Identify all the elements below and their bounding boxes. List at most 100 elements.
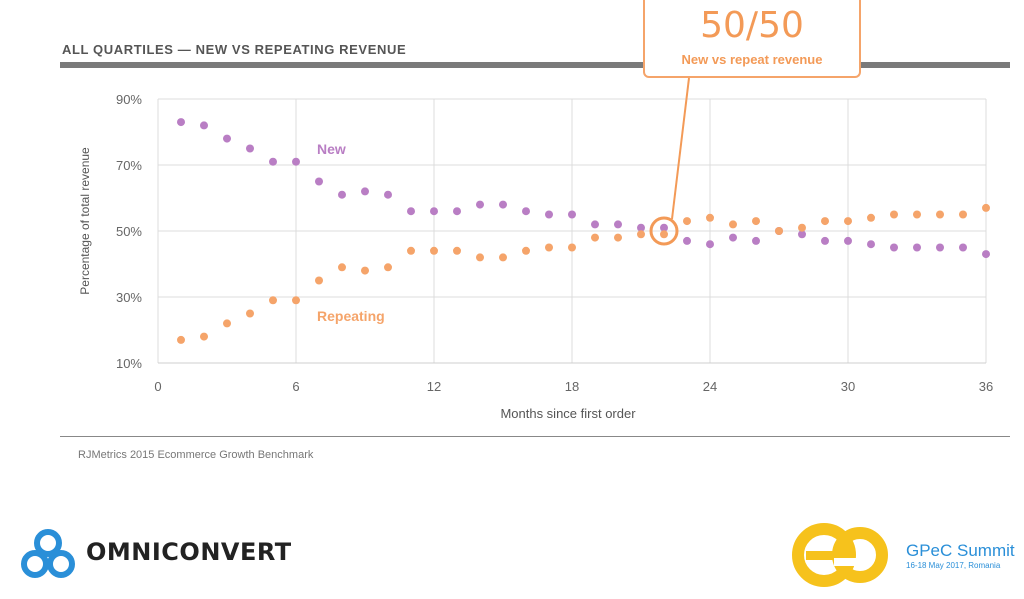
new-point: [338, 190, 346, 199]
repeating-point: [775, 227, 783, 235]
new-point: [568, 210, 576, 219]
repeating-point: [522, 246, 530, 255]
new-point: [729, 233, 737, 242]
repeating-point: [959, 210, 967, 219]
legend-repeating: Repeating: [317, 308, 385, 324]
omniconvert-logo-icon: [21, 529, 75, 578]
repeating-point: [982, 203, 990, 212]
new-point: [683, 236, 691, 245]
new-point: [246, 144, 254, 153]
repeating-point: [913, 210, 921, 219]
repeating-point: [890, 210, 898, 219]
repeating-point: [384, 263, 392, 272]
new-point: [936, 243, 944, 252]
repeating-point: [637, 230, 645, 239]
x-axis-title: Months since first order: [500, 406, 636, 421]
new-point: [545, 210, 553, 219]
new-point: [269, 157, 277, 166]
new-point: [223, 134, 231, 143]
repeating-point: [545, 243, 553, 252]
repeating-point: [821, 217, 829, 226]
repeating-point: [315, 276, 323, 285]
repeating-point: [269, 296, 277, 305]
new-point: [752, 236, 760, 245]
gpec-logo-icon: [792, 523, 888, 587]
new-point: [177, 118, 185, 127]
new-point: [384, 190, 392, 199]
repeating-point: [660, 230, 668, 239]
repeating-point: [223, 319, 231, 328]
repeating-point: [729, 220, 737, 229]
new-point: [637, 223, 645, 232]
annotation-ring: [649, 216, 679, 246]
callout-connector: [671, 77, 690, 220]
source-text: RJMetrics 2015 Ecommerce Growth Benchmar…: [78, 449, 314, 461]
callout-box: 50/50 New vs repeat revenue: [643, 0, 861, 78]
repeating-point: [614, 233, 622, 242]
x-tick-label: 24: [703, 379, 717, 394]
repeating-point: [292, 296, 300, 305]
gpec-date: 16-18 May 2017, Romania: [906, 561, 1001, 570]
y-tick-label: 10%: [116, 356, 142, 371]
repeating-point: [706, 213, 714, 222]
repeating-point: [200, 332, 208, 341]
new-point: [913, 243, 921, 252]
chart-title: ALL QUARTILES — NEW VS REPEATING REVENUE: [62, 42, 407, 57]
omniconvert-wordmark: OMNICONVERT: [86, 538, 292, 566]
new-point: [867, 240, 875, 249]
repeating-point: [177, 335, 185, 344]
repeating-point: [936, 210, 944, 219]
new-point: [361, 187, 369, 196]
chart-svg: 90% 70% 50% 30% 10% 0 6 12 18 24 30 36 Months since …: [78, 77, 993, 421]
new-point: [844, 236, 852, 245]
new-point: [522, 207, 530, 216]
new-point: [821, 236, 829, 245]
callout-subtitle: New vs repeat revenue: [681, 52, 823, 67]
repeating-point: [453, 246, 461, 255]
repeating-point: [361, 266, 369, 275]
repeating-point: [798, 223, 806, 232]
new-point: [660, 223, 668, 232]
new-point: [798, 230, 806, 239]
new-point: [453, 207, 461, 216]
y-tick-label: 70%: [116, 158, 142, 173]
new-point: [591, 220, 599, 229]
new-point: [315, 177, 323, 186]
repeating-point: [844, 217, 852, 226]
title-divider: [60, 62, 1010, 68]
repeating-point: [683, 217, 691, 226]
repeating-point: [407, 246, 415, 255]
x-tick-label: 12: [427, 379, 441, 394]
repeating-point: [591, 233, 599, 242]
repeating-point: [867, 213, 875, 222]
new-point: [430, 207, 438, 216]
new-point: [706, 240, 714, 249]
new-point: [890, 243, 898, 252]
y-tick-label: 50%: [116, 224, 142, 239]
x-tick-label: 18: [565, 379, 579, 394]
source-divider: [60, 436, 1010, 437]
new-point: [200, 121, 208, 130]
repeating-point: [499, 253, 507, 262]
callout-value: 50/50: [700, 5, 804, 46]
repeating-point: [568, 243, 576, 252]
y-tick-label: 90%: [116, 92, 142, 107]
new-point: [959, 243, 967, 252]
y-axis-title: Percentage of total revenue: [78, 147, 92, 295]
new-point: [499, 200, 507, 209]
repeating-point: [476, 253, 484, 262]
gpec-title: GPeC Summit: [906, 541, 1015, 560]
y-tick-label: 30%: [116, 290, 142, 305]
x-tick-label: 30: [841, 379, 855, 394]
new-point: [614, 220, 622, 229]
x-tick-label: 6: [292, 379, 299, 394]
repeating-point: [338, 263, 346, 272]
new-point: [292, 157, 300, 166]
new-point: [982, 250, 990, 259]
legend-new: New: [317, 141, 346, 157]
x-tick-label: 36: [979, 379, 993, 394]
repeating-point: [752, 217, 760, 226]
repeating-point: [246, 309, 254, 318]
new-point: [476, 200, 484, 209]
new-point: [407, 207, 415, 216]
